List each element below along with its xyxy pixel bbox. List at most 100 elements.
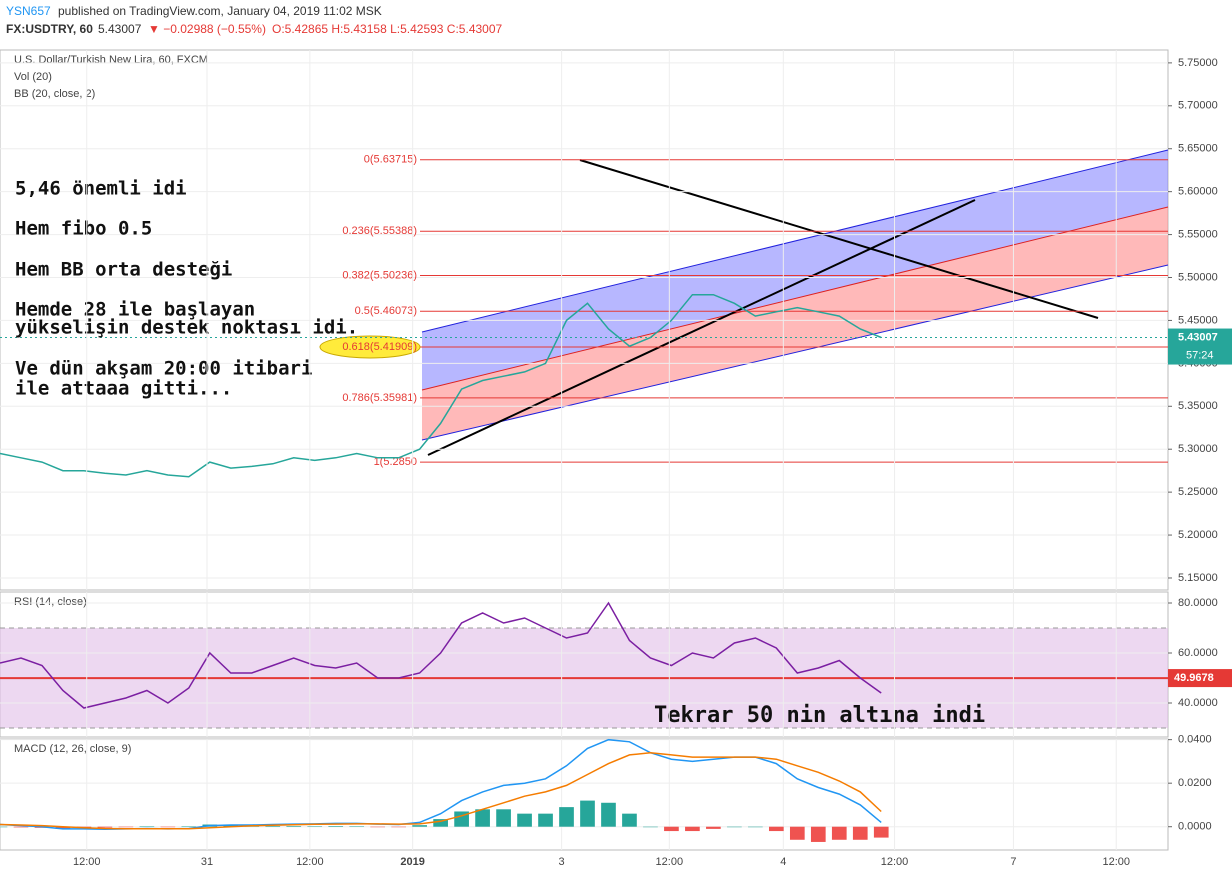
histogram-bar [265, 826, 281, 827]
x-tick-label: 7 [1010, 856, 1016, 868]
histogram-bar [391, 826, 407, 828]
annotation: yükselişin destek noktası idi. [15, 317, 358, 339]
fib-label: 1(5.2850 [374, 456, 417, 468]
y-tick-label: 5.65000 [1178, 143, 1218, 155]
symbol: FX:USDTRY, 60 [6, 22, 93, 36]
x-tick-label: 12:00 [656, 856, 684, 868]
trend-line [579, 159, 1099, 319]
histogram-bar [0, 826, 8, 828]
published: published on TradingView.com, January 04… [58, 4, 382, 18]
histogram-bar [55, 826, 71, 829]
annotation: Hemde 28 ile başlayan [15, 299, 255, 321]
histogram-bar [559, 807, 574, 827]
series-line [0, 293, 882, 478]
histogram-bar [160, 826, 176, 828]
channel-line [421, 206, 1169, 391]
histogram-bar [475, 809, 490, 827]
ohlc: O:5.42865 H:5.43158 L:5.42593 C:5.43007 [272, 22, 503, 36]
histogram-bar [810, 826, 826, 842]
x-tick-label: 12:00 [881, 856, 909, 868]
histogram-bar [873, 826, 889, 838]
histogram-bar [496, 809, 511, 827]
channel-line [421, 149, 1169, 333]
histogram-bar [768, 826, 784, 832]
histogram-bar [622, 813, 637, 827]
pane-legend: BB (20, close, 2) [14, 88, 95, 100]
y-tick-label: 5.25000 [1178, 486, 1218, 498]
histogram-bar [789, 826, 805, 840]
histogram-bar [412, 825, 427, 827]
histogram-bar [370, 826, 386, 828]
y-tick-label: 5.75000 [1178, 57, 1218, 69]
channel-upper [422, 150, 1168, 390]
histogram-bar [580, 800, 595, 827]
level-label: 49.9678 [1174, 672, 1214, 684]
histogram-bar [433, 819, 448, 827]
y-tick-label: 80.0000 [1178, 597, 1218, 609]
pane-legend: Vol (20) [14, 71, 52, 83]
x-tick-label: 3 [559, 856, 565, 868]
y-tick-label: 0.0200 [1178, 777, 1212, 789]
panes [0, 49, 1169, 851]
x-tick-label: 2019 [400, 856, 424, 868]
histogram-bar [643, 826, 658, 828]
histogram-bar [349, 826, 365, 827]
fib-label: 0.382(5.50236) [342, 269, 417, 281]
histogram-bar [831, 826, 847, 840]
annotation: Hem BB orta desteği [15, 259, 232, 281]
histogram-bar [748, 826, 763, 828]
fib-label: 0.618(5.41909) [342, 341, 417, 353]
histogram-bar [13, 826, 29, 828]
histogram-bar [97, 826, 113, 828]
y-tick-label: 40.0000 [1178, 697, 1218, 709]
pane-title: RSI (14, close) [14, 596, 87, 608]
y-tick-label: 0.0000 [1178, 821, 1212, 833]
last-price: 5.43007 [1178, 331, 1218, 343]
histogram-bar [706, 826, 721, 829]
histogram-bar [223, 824, 239, 827]
channel-line [421, 264, 1169, 441]
annotation: Hem fibo 0.5 [15, 218, 152, 240]
histogram-bar [139, 826, 155, 827]
y-tick-label: 5.15000 [1178, 572, 1218, 584]
histogram-bar [118, 826, 134, 828]
histogram-bar [601, 802, 616, 827]
author: YSN657 [6, 4, 51, 18]
histogram-bar [685, 826, 700, 832]
histogram-bar [517, 813, 532, 827]
series-line [0, 738, 882, 831]
trend-line [427, 199, 976, 456]
series-line [0, 751, 882, 830]
fib-label: 0(5.63715) [364, 154, 417, 166]
x-tick-label: 12:00 [296, 856, 324, 868]
last: 5.43007 [98, 22, 142, 36]
y-tick-label: 5.20000 [1178, 529, 1218, 541]
y-tick-label: 5.45000 [1178, 314, 1218, 326]
countdown: 57:24 [1186, 349, 1214, 361]
fib-label: 0.5(5.46073) [355, 305, 417, 317]
x-tick-label: 4 [780, 856, 786, 868]
change: ▼ −0.02988 (−0.55%) [148, 22, 266, 36]
price-box [1168, 328, 1232, 365]
annotation: Tekrar 50 nin altına indi [654, 703, 985, 728]
y-tick-label: 0.0400 [1178, 734, 1212, 746]
x-tick-label: 12:00 [73, 856, 101, 868]
y-tick-label: 60.0000 [1178, 647, 1218, 659]
y-tick-label: 5.50000 [1178, 271, 1218, 283]
y-tick-label: 5.60000 [1178, 186, 1218, 198]
macd-pane [0, 738, 1169, 851]
y-tick-label: 5.35000 [1178, 400, 1218, 412]
histogram-bar [307, 826, 323, 827]
annotation: ile attaaa gitti... [15, 378, 232, 400]
histogram-bar [852, 826, 868, 840]
histogram-bar [286, 826, 302, 827]
x-tick-label: 31 [201, 856, 213, 868]
highlight [319, 335, 421, 359]
histogram-bar [727, 826, 742, 828]
x-tick-label: 12:00 [1102, 856, 1130, 868]
y-tick-label: 5.70000 [1178, 100, 1218, 112]
annotation: Ve dün akşam 20:00 itibari [15, 358, 312, 380]
annotation: 5,46 önemli idi [15, 178, 187, 200]
level-box [1168, 669, 1232, 688]
